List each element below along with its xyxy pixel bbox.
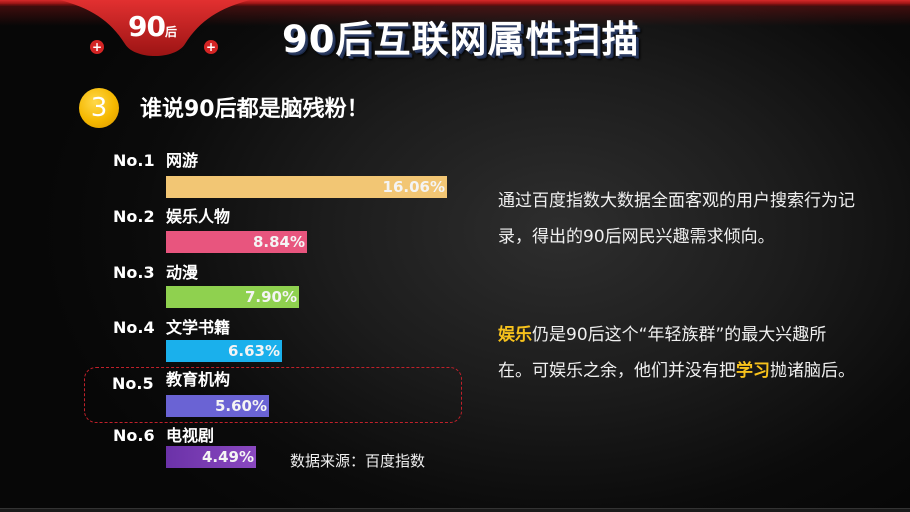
plus-icon: +: [204, 40, 218, 54]
plus-icon: +: [90, 40, 104, 54]
paragraph-text: 仍是90后这个“年轻族群”的最大兴趣所在。可娱乐之余，他们并没有把: [498, 325, 827, 381]
rank-label: No.4: [113, 318, 155, 337]
category-label: 娱乐人物: [166, 207, 231, 226]
paragraph-text: 抛诸脑后。: [770, 361, 855, 381]
category-label: 文学书籍: [166, 318, 231, 337]
top-glow: [0, 4, 910, 26]
top-red-bar: [0, 0, 910, 6]
bar-tv-dramas: 4.49%: [166, 446, 256, 468]
rank-label: No.3: [113, 263, 155, 282]
category-label: 网游: [166, 151, 199, 170]
bar-anime: 7.90%: [166, 286, 299, 308]
highlight-study: 学习: [736, 361, 770, 381]
badge-90-label: 90后: [128, 12, 177, 47]
page-title: 90后互联网属性扫描: [282, 18, 640, 61]
rank-label: No.2: [113, 207, 155, 226]
bar-online-games: 16.06%: [166, 176, 447, 198]
description-paragraph-2: 娱乐仍是90后这个“年轻族群”的最大兴趣所在。可娱乐之余，他们并没有把学习抛诸脑…: [498, 317, 858, 389]
category-label: 电视剧: [166, 426, 215, 445]
highlight-dashed-box: [84, 367, 462, 423]
rank-label: No.6: [113, 426, 155, 445]
data-source-note: 数据来源：百度指数: [290, 452, 426, 470]
bottom-border: [0, 508, 910, 512]
bar-entertainment-figures: 8.84%: [166, 231, 307, 253]
rank-label: No.5: [112, 374, 154, 393]
bar-literature-books: 6.63%: [166, 340, 282, 362]
bar-education-institutions: 5.60%: [166, 395, 269, 417]
section-subtitle: 谁说90后都是脑残粉！: [140, 97, 369, 122]
badge-suffix: 后: [164, 25, 177, 39]
badge-shape: [60, 0, 250, 56]
description-paragraph-1: 通过百度指数大数据全面客观的用户搜索行为记录，得出的90后网民兴趣需求倾向。: [498, 191, 855, 247]
category-label: 动漫: [166, 263, 199, 282]
section-number-badge: 3: [79, 88, 119, 128]
highlight-entertainment: 娱乐: [498, 325, 532, 345]
rank-label: No.1: [113, 151, 155, 170]
category-label: 教育机构: [166, 370, 231, 389]
badge-number: 90: [128, 10, 166, 43]
